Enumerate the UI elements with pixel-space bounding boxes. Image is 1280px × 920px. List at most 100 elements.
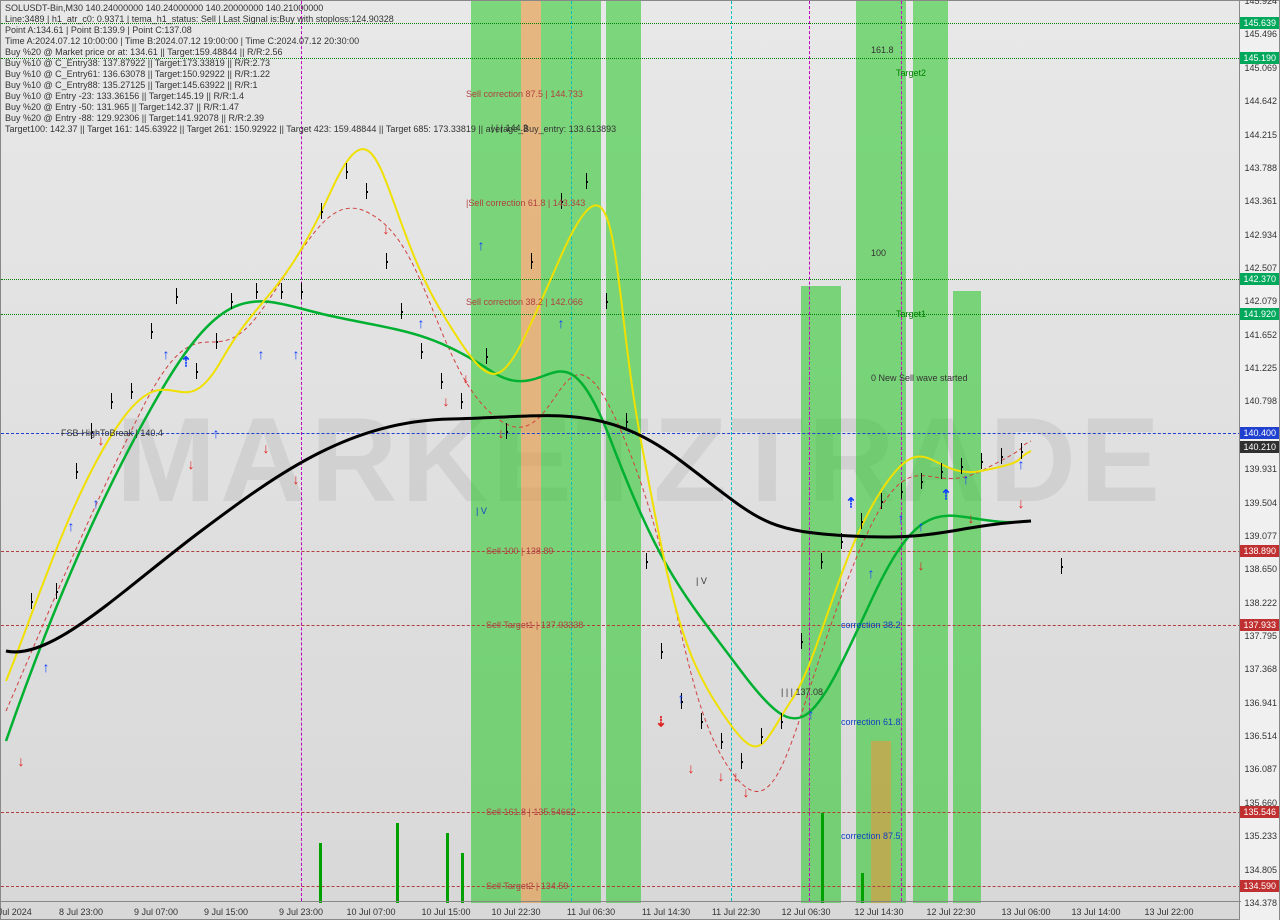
price-wick [216,333,217,349]
price-wick [151,323,152,339]
annotation-label: Target1 [896,309,926,319]
x-axis: 8 Jul 20248 Jul 23:009 Jul 07:009 Jul 15… [1,901,1241,919]
price-wick [321,203,322,219]
signal-arrow-up: ↑ [418,315,425,331]
horizontal-line [1,886,1241,887]
signal-arrow-up: ↑ [93,495,100,511]
signal-arrow-down: ↓ [443,393,450,409]
signal-arrow-down: ↓ [293,471,300,487]
annotation-label: Sell Target2 | 134.59 [486,881,568,891]
price-wick [56,583,57,599]
y-tick: 141.652 [1244,330,1277,340]
price-wick [346,163,347,179]
price-wick [301,283,302,299]
info-line: Buy %20 @ Market price or at: 134.61 || … [5,47,282,58]
horizontal-line [1,812,1241,813]
signal-arrow-down: ↓ [733,768,740,784]
orange-zone [871,741,891,903]
signal-arrow-up: ↑ [898,510,905,526]
price-wick [626,413,627,429]
y-tick: 138.222 [1244,598,1277,608]
info-line: Buy %10 @ C_Entry61: 136.63078 || Target… [5,69,270,80]
price-wick [76,463,77,479]
signal-arrow-up: ↑ [868,565,875,581]
price-wick [176,288,177,304]
y-tick: 142.079 [1244,296,1277,306]
x-tick: 8 Jul 2024 [0,907,32,917]
y-tick: 142.507 [1244,263,1277,273]
price-wick [231,293,232,309]
y-price-label: 140.210 [1240,441,1279,453]
info-line: Time A:2024.07.12 10:00:00 | Time B:2024… [5,36,359,47]
y-tick: 143.788 [1244,163,1277,173]
y-axis: 145.924145.496145.069144.642144.215143.7… [1239,1,1279,920]
chart-title: SOLUSDT-Bin,M30 140.24000000 140.2400000… [5,3,323,14]
x-tick: 11 Jul 06:30 [567,907,615,917]
price-wick [721,733,722,749]
annotation-label: 161.8 [871,45,894,55]
x-tick: 12 Jul 06:30 [781,907,830,917]
chart-container[interactable]: MARKETZTRADE FSB-HighToBreak | 140.4| | … [0,0,1280,920]
x-tick: 11 Jul 22:30 [712,907,760,917]
horizontal-line [1,433,1241,434]
signal-arrow-up: ↑ [558,315,565,331]
x-tick: 9 Jul 15:00 [204,907,248,917]
price-wick [741,753,742,769]
price-wick [661,643,662,659]
x-tick: 10 Jul 15:00 [421,907,470,917]
price-wick [441,373,442,389]
horizontal-line [1,551,1241,552]
volume-stick [396,823,399,903]
y-price-label: 142.370 [1240,273,1279,285]
price-wick [881,493,882,509]
x-tick: 13 Jul 22:00 [1144,907,1193,917]
vertical-line [809,1,810,901]
horizontal-line [1,625,1241,626]
annotation-label: FSB-HighToBreak | 140.4 [61,428,163,438]
green-zone [913,1,948,903]
annotation-label: | | | 137.08 [781,687,823,697]
price-wick [941,463,942,479]
info-line: Target100: 142.37 || Target 161: 145.639… [5,124,616,135]
price-wick [1001,448,1002,464]
green-zone [471,1,521,903]
price-wick [486,348,487,364]
y-tick: 134.805 [1244,865,1277,875]
price-wick [606,293,607,309]
y-tick: 137.368 [1244,664,1277,674]
price-wick [781,713,782,729]
y-tick: 145.496 [1244,29,1277,39]
vertical-line [731,1,732,901]
x-tick: 12 Jul 22:30 [926,907,975,917]
y-price-label: 137.933 [1240,619,1279,631]
signal-arrow-down: ↓ [463,370,470,386]
x-tick: 9 Jul 07:00 [134,907,178,917]
annotation-label: Target2 [896,68,926,78]
signal-arrow-down: ↓ [968,510,975,526]
chart-plot-area[interactable]: FSB-HighToBreak | 140.4| | | 144.3Sell c… [1,1,1241,920]
price-wick [701,713,702,729]
price-wick [256,283,257,299]
info-line: Buy %10 @ C_Entry88: 135.27125 || Target… [5,80,257,91]
annotation-label: correction 38.2 [841,620,901,630]
price-wick [31,593,32,609]
price-wick [506,423,507,439]
price-wick [841,533,842,549]
y-price-label: 145.190 [1240,52,1279,64]
annotation-label: Sell 161.8 | 135.54662 [486,807,576,817]
signal-arrow-down: ↓ [688,760,695,776]
annotation-label: 0 New Sell wave started [871,373,968,383]
signal-arrow-down: ↓ [498,425,505,441]
volume-stick [446,833,449,903]
x-tick: 10 Jul 22:30 [491,907,540,917]
price-wick [901,483,902,499]
y-tick: 144.215 [1244,130,1277,140]
y-price-label: 140.400 [1240,427,1279,439]
y-tick: 141.225 [1244,363,1277,373]
signal-arrow-up: ↑ [1018,456,1025,472]
signal-arrow-down: ↓ [383,221,390,237]
price-wick [111,393,112,409]
info-line: Buy %20 @ Entry -50: 131.965 || Target:1… [5,102,239,113]
price-wick [981,453,982,469]
orange-zone [521,1,541,903]
